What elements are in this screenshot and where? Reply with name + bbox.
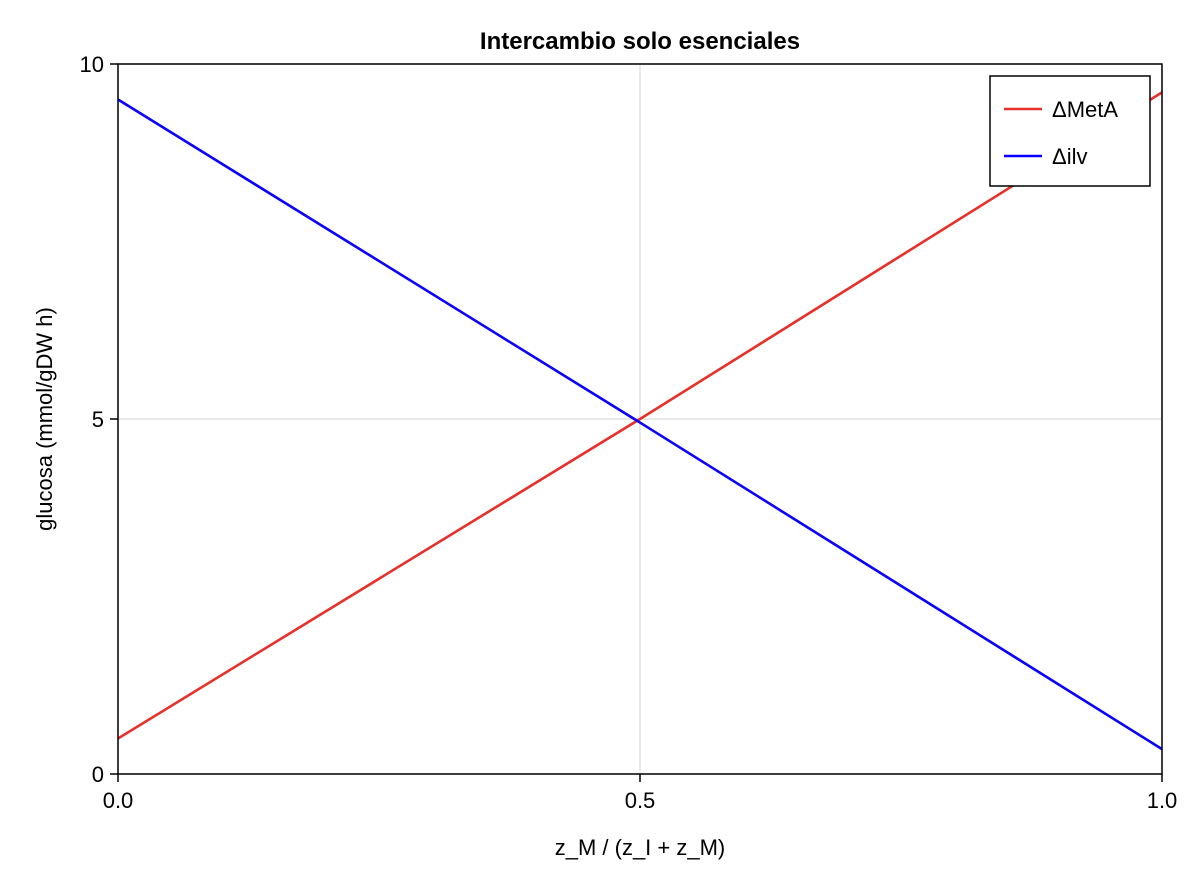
legend-label: Δilv <box>1052 144 1087 169</box>
axis-ticks: 0.0 0.5 1.0 0 5 10 <box>80 52 1178 813</box>
series-line <box>117 91 1163 740</box>
y-tick-label: 5 <box>92 407 104 432</box>
x-tick-label: 0.0 <box>103 788 134 813</box>
y-tick-label: 10 <box>80 52 104 77</box>
x-axis-label: z_M / (z_I + z_M) <box>555 835 726 860</box>
y-tick-label: 0 <box>92 762 104 787</box>
chart-title: Intercambio solo esenciales <box>480 28 800 55</box>
legend-box <box>989 75 1151 187</box>
series-line <box>117 98 1163 751</box>
x-tick-label: 1.0 <box>1147 788 1178 813</box>
legend: ΔMetA Δilv <box>989 75 1151 187</box>
y-axis-label: glucosa (mmol/gDW h) <box>32 307 57 531</box>
x-tick-label: 0.5 <box>625 788 656 813</box>
series-lines <box>117 91 1163 751</box>
legend-label: ΔMetA <box>1052 97 1118 122</box>
